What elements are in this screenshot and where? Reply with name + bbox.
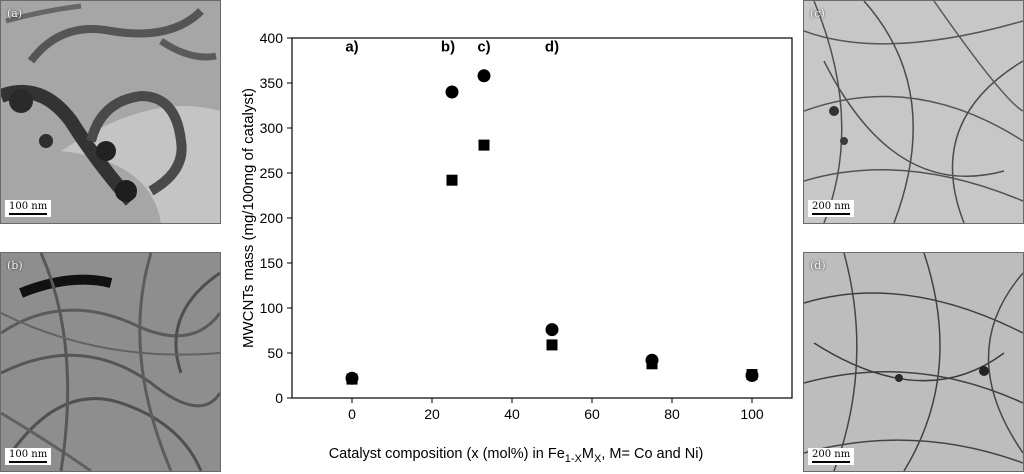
square-marker (478, 139, 490, 151)
scale-bar: 100 nm (5, 200, 52, 217)
scale-label: 100 nm (9, 201, 48, 212)
x-tick-label: 60 (584, 406, 600, 422)
panel-tag: (d) (810, 259, 826, 272)
scale-bar: 200 nm (808, 448, 855, 465)
square-marker (546, 339, 558, 351)
x-tick-label: 80 (664, 406, 680, 422)
x-tick-label: 20 (424, 406, 440, 422)
x-axis-label-mid: M (582, 446, 594, 462)
y-tick-label: 0 (275, 390, 283, 406)
x-axis-label-prefix: Catalyst composition (x (mol%) in Fe (329, 446, 565, 462)
scale-bar: 100 nm (5, 448, 52, 465)
panel-annotation: b) (441, 39, 455, 56)
circle-marker (345, 371, 359, 385)
x-axis-label: Catalyst composition (x (mol%) in Fe1-XM… (329, 446, 704, 465)
tem-image-d: (d) 200 nm (803, 252, 1024, 472)
y-tick-label: 300 (260, 120, 284, 136)
x-tick-label: 100 (740, 406, 764, 422)
scale-label: 200 nm (812, 449, 851, 460)
tem-image-c: (c) 200 nm (803, 0, 1024, 224)
panel-tag: (b) (7, 259, 23, 272)
circle-marker (445, 85, 459, 99)
y-tick-label: 250 (260, 165, 284, 181)
tem-image-b: (b) 100 nm (0, 252, 221, 472)
annotations: a) b) c) d) (345, 39, 559, 56)
scale-label: 100 nm (9, 449, 48, 460)
square-marker (446, 174, 458, 186)
tem-image-a: (a) 100 nm (0, 0, 221, 224)
x-axis-label-sub2: X (594, 453, 602, 465)
panel-annotation: a) (345, 39, 358, 56)
circle-marker (745, 369, 759, 382)
circle-marker (545, 323, 559, 337)
scale-bar: 200 nm (808, 200, 855, 217)
circle-marker (477, 69, 491, 83)
x-tick-label: 0 (348, 406, 356, 422)
y-tick-label: 100 (260, 300, 284, 316)
y-tick-label: 400 (260, 30, 284, 46)
circle-marker (645, 353, 659, 367)
scale-label: 200 nm (812, 201, 851, 212)
scatter-chart: 0 50 100 150 200 250 300 350 400 0 20 40 60 80 100 a)… (240, 30, 793, 465)
y-tick-label: 200 (260, 210, 284, 226)
panel-annotation: d) (545, 39, 559, 56)
panel-tag: (a) (7, 7, 23, 20)
plot-area-frame (291, 37, 793, 399)
x-axis-label-suffix: , M= Co and Ni) (601, 446, 703, 462)
y-axis-label: MWCNTs mass (mg/100mg of catalyst) (240, 88, 257, 348)
y-axis: 0 50 100 150 200 250 300 350 400 (260, 30, 292, 406)
data-marks (345, 69, 759, 385)
x-axis: 0 20 40 60 80 100 (348, 398, 764, 422)
panel-tag: (c) (810, 7, 825, 20)
panel-annotation: c) (477, 39, 490, 56)
y-tick-label: 50 (267, 345, 283, 361)
x-tick-label: 40 (504, 406, 520, 422)
y-tick-label: 150 (260, 255, 284, 271)
x-axis-label-sub1: 1-X (565, 453, 583, 465)
y-tick-label: 350 (260, 75, 284, 91)
